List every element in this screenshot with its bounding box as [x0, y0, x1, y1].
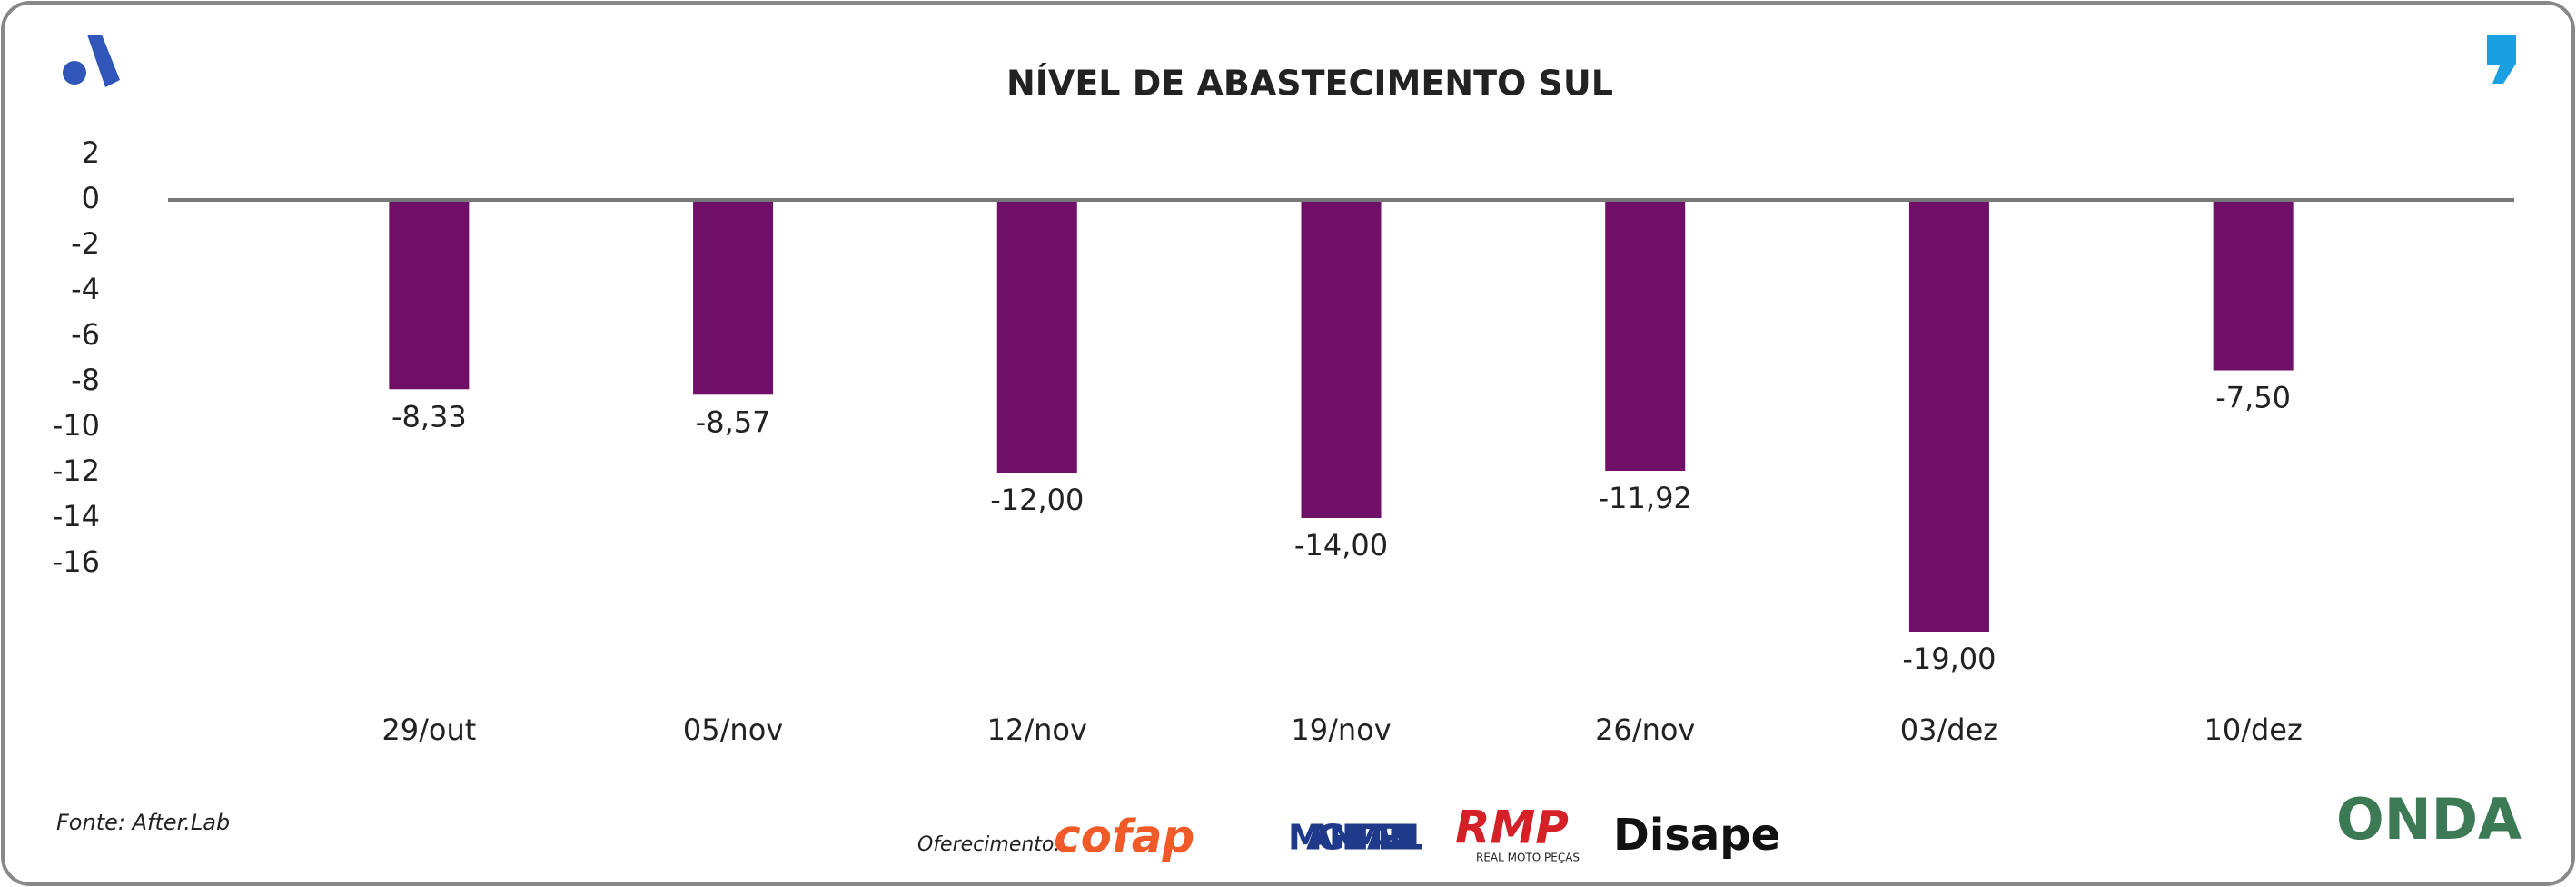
source: Fonte: After.Lab: [56, 810, 230, 835]
sponsor-logo: Disape: [1613, 810, 1780, 861]
bar: [1301, 200, 1382, 518]
data-label: -8,33: [391, 399, 467, 434]
sponsor-logo: RMP: [1455, 802, 1569, 854]
bar: [389, 200, 470, 390]
x-tick-label: 29/out: [381, 713, 476, 747]
y-tick-label: -2: [71, 226, 100, 261]
y-tick-label: -12: [53, 453, 100, 488]
logo-left: [63, 35, 120, 87]
data-label: -11,92: [1599, 481, 1692, 515]
y-tick-label: 2: [82, 135, 100, 170]
logo-right: [2487, 35, 2516, 84]
bar: [1605, 200, 1686, 471]
x-tick-label: 19/nov: [1291, 713, 1391, 747]
chart-title: NÍVEL DE ABASTECIMENTO SUL: [1006, 64, 1613, 104]
data-label: -12,00: [990, 483, 1084, 517]
sponsor-label: Oferecimento:: [917, 833, 1061, 856]
x-tick-label: 03/dez: [1900, 713, 1998, 747]
y-tick-label: -14: [53, 499, 100, 533]
sponsor-logo: cofap: [1054, 811, 1194, 863]
x-tick-label: 05/nov: [683, 713, 783, 747]
x-tick-label: 12/nov: [987, 713, 1087, 747]
x-tick-label: 10/dez: [2204, 713, 2302, 747]
brand-logo: ONDA: [2336, 786, 2522, 852]
data-label: -14,00: [1294, 528, 1388, 563]
y-tick-label: 0: [82, 181, 100, 215]
data-label: -19,00: [1902, 642, 1996, 676]
y-tick-label: -6: [71, 317, 100, 352]
bar: [1908, 200, 1989, 632]
y-tick-label: -10: [53, 408, 100, 443]
y-tick-label: -16: [53, 544, 100, 579]
x-tick-label: 26/nov: [1595, 713, 1695, 747]
data-label: -7,50: [2215, 381, 2291, 415]
sponsor-logo: MAGNETI MARELLI: [1288, 818, 1423, 858]
bar: [693, 200, 774, 395]
data-label: -8,57: [696, 404, 771, 439]
bar: [996, 200, 1077, 473]
y-tick-label: -4: [71, 272, 100, 306]
bar: [2213, 200, 2294, 371]
y-tick-label: -8: [71, 363, 100, 397]
sponsor-tagline: REAL MOTO PEÇAS: [1476, 852, 1580, 864]
